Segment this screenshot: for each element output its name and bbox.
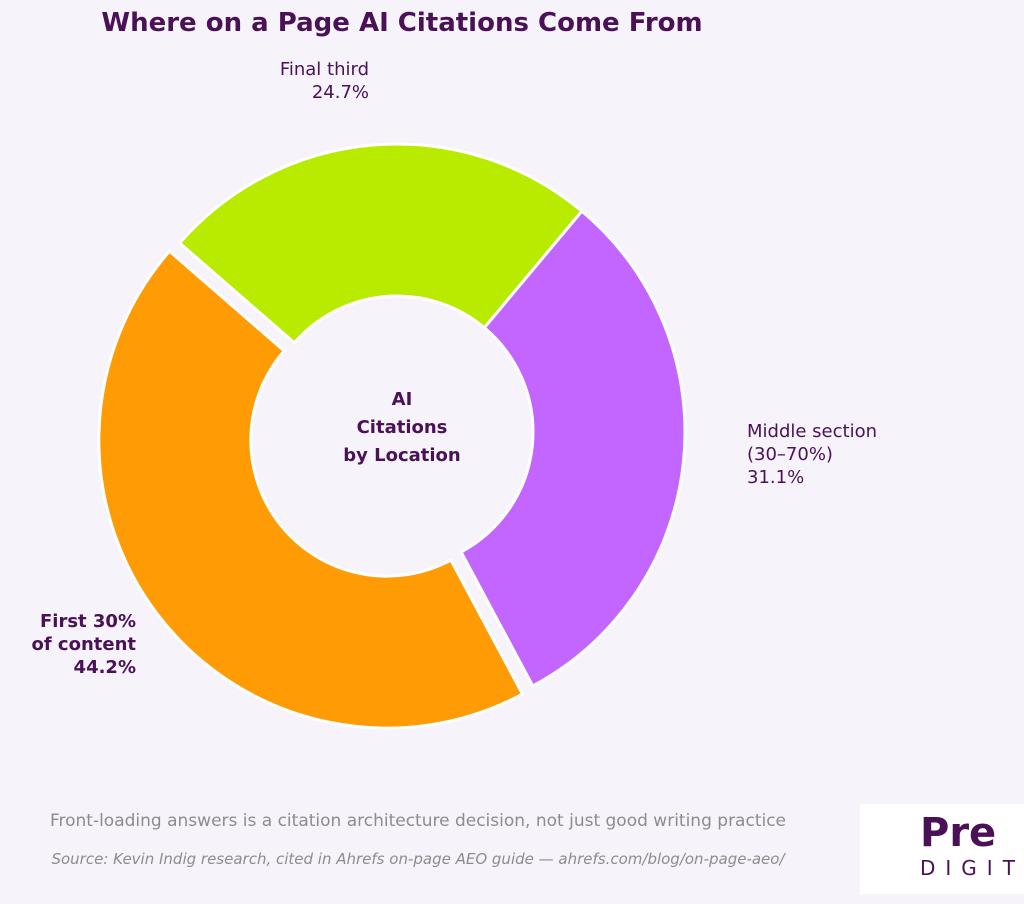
category-label: First 30% of content — [31, 611, 136, 655]
chart-title: Where on a Page AI Citations Come From — [101, 8, 703, 38]
logo-name: Pre — [920, 810, 997, 856]
slice — [459, 209, 687, 689]
slice-label: Final third 24.7% — [280, 58, 369, 104]
category-label: Middle section (30–70%) — [747, 421, 878, 465]
chart — [97, 142, 687, 730]
category-label: Final third — [279, 59, 369, 80]
slice — [177, 142, 584, 345]
source: Source: Kevin Indig research, cited in A… — [51, 850, 785, 868]
value-label: 44.2% — [73, 657, 136, 678]
center-text: AI Citations by Location — [343, 389, 461, 466]
logo: Pre DIGIT — [860, 804, 1024, 894]
note: Front-loading answers is a citation arch… — [49, 811, 787, 831]
value-label: 24.7% — [311, 82, 369, 103]
slice-label: Middle section (30–70%) 31.1% — [747, 420, 877, 489]
value-label: 31.1% — [747, 467, 805, 488]
slice — [97, 249, 525, 730]
logo-tagline: DIGIT — [920, 856, 1024, 880]
slice-label: First 30% of content 44.2% — [31, 610, 136, 679]
